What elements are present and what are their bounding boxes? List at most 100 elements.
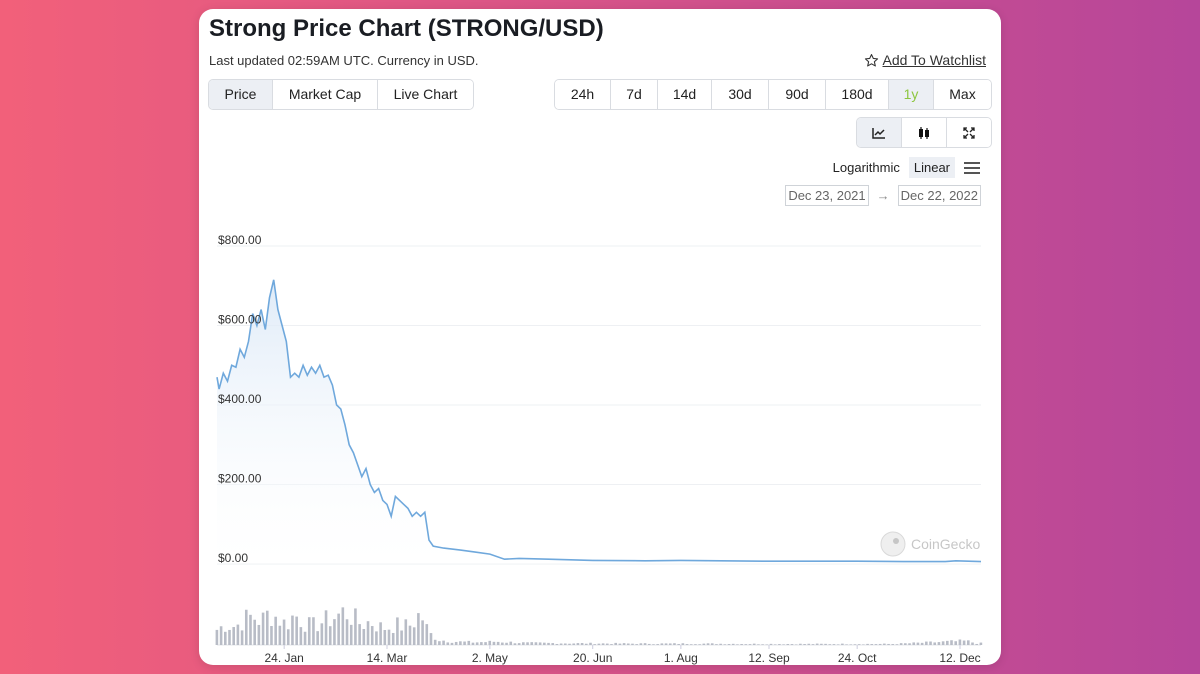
volume-bar xyxy=(883,643,886,645)
volume-bar xyxy=(656,644,659,645)
metric-tabs: Price Market Cap Live Chart xyxy=(208,79,474,110)
volume-bar xyxy=(668,643,672,645)
range-1y[interactable]: 1y xyxy=(889,80,934,109)
volume-bar xyxy=(328,626,332,645)
volume-bar xyxy=(832,644,836,645)
date-from-input[interactable]: Dec 23, 2021 xyxy=(785,185,869,206)
volume-bar xyxy=(471,642,475,645)
range-7d[interactable]: 7d xyxy=(611,80,658,109)
volume-bar xyxy=(400,630,403,645)
volume-bar xyxy=(815,643,819,645)
range-90d[interactable]: 90d xyxy=(769,80,826,109)
volume-bar xyxy=(782,644,785,645)
coingecko-logo-eye xyxy=(893,538,899,544)
tab-live-chart[interactable]: Live Chart xyxy=(378,80,473,109)
scale-logarithmic[interactable]: Logarithmic xyxy=(832,160,900,175)
volume-bar xyxy=(219,626,223,645)
volume-bar xyxy=(580,643,584,645)
volume-bar xyxy=(585,643,588,645)
volume-bar xyxy=(677,643,680,645)
volume-bar xyxy=(887,643,890,645)
volume-bar xyxy=(253,619,256,645)
volume-bar xyxy=(429,633,433,645)
volume-bar xyxy=(249,614,252,645)
star-icon xyxy=(864,53,878,66)
volume-bar xyxy=(412,627,416,645)
volume-bar xyxy=(862,644,865,645)
volume-bar xyxy=(387,629,391,645)
volume-bar xyxy=(778,644,781,645)
volume-bar xyxy=(946,640,949,645)
volume-bar xyxy=(597,643,601,645)
range-30d[interactable]: 30d xyxy=(712,80,769,109)
scale-linear[interactable]: Linear xyxy=(908,157,955,178)
volume-bar xyxy=(962,640,966,645)
volume-bar xyxy=(475,642,479,645)
volume-bar xyxy=(786,644,790,645)
volume-bar xyxy=(404,619,408,645)
scale-toggle: Logarithmic Linear xyxy=(824,157,981,178)
volume-bar xyxy=(391,632,395,645)
tab-price[interactable]: Price xyxy=(209,80,273,109)
volume-bar xyxy=(459,641,462,645)
volume-bar xyxy=(358,624,361,645)
volume-bar xyxy=(492,641,496,645)
volume-bar xyxy=(761,644,764,645)
date-range-picker: Dec 23, 2021 → Dec 22, 2022 xyxy=(785,185,981,206)
volume-bar xyxy=(215,629,219,645)
volume-bar xyxy=(270,626,273,645)
volume-bar xyxy=(824,643,827,645)
hamburger-menu-icon[interactable] xyxy=(963,161,981,175)
volume-bar xyxy=(710,643,714,645)
volume-bar xyxy=(240,630,244,645)
add-to-watchlist-link[interactable]: Add To Watchlist xyxy=(864,52,986,68)
volume-bar xyxy=(601,643,605,645)
line-chart-button[interactable] xyxy=(857,118,902,147)
range-max[interactable]: Max xyxy=(934,80,991,109)
range-24h[interactable]: 24h xyxy=(555,80,611,109)
volume-bar xyxy=(551,643,555,645)
volume-bar xyxy=(244,609,248,645)
volume-bar xyxy=(425,624,429,645)
volume-bar xyxy=(853,644,857,645)
volume-bar xyxy=(954,641,958,645)
x-tick-label: 1. Aug xyxy=(664,651,698,665)
volume-bar xyxy=(463,641,466,645)
volume-bar xyxy=(820,643,823,645)
candlestick-button[interactable] xyxy=(902,118,947,147)
range-180d[interactable]: 180d xyxy=(826,80,889,109)
volume-bar xyxy=(345,619,349,645)
volume-bar xyxy=(605,643,609,645)
volume-bar xyxy=(610,644,613,645)
volume-bar xyxy=(480,642,483,645)
volume-bar xyxy=(769,643,773,645)
range-14d[interactable]: 14d xyxy=(658,80,712,109)
volume-bar xyxy=(681,643,685,645)
fullscreen-button[interactable] xyxy=(947,118,991,147)
volume-bar xyxy=(790,644,794,645)
volume-bar xyxy=(849,644,853,645)
y-tick-label: $400.00 xyxy=(218,392,262,406)
volume-bar xyxy=(908,643,911,645)
volume-bar xyxy=(673,643,676,645)
volume-bar xyxy=(454,641,458,645)
volume-bar xyxy=(534,642,538,645)
volume-bar xyxy=(366,621,370,645)
volume-bar xyxy=(513,643,517,645)
volume-bar xyxy=(274,616,277,645)
price-line xyxy=(216,279,982,563)
volume-bar xyxy=(341,607,345,645)
x-tick-label: 14. Mar xyxy=(367,651,408,665)
volume-bar xyxy=(841,643,844,645)
volume-bar xyxy=(312,617,315,645)
volume-bar xyxy=(278,625,282,645)
volume-bar xyxy=(937,642,941,645)
volume-bar xyxy=(773,644,777,645)
volume-bar xyxy=(723,644,727,645)
date-to-input[interactable]: Dec 22, 2022 xyxy=(897,185,981,206)
volume-bar xyxy=(736,644,739,645)
volume-bar xyxy=(685,644,689,645)
tab-market-cap[interactable]: Market Cap xyxy=(273,80,378,109)
volume-bar xyxy=(748,644,752,645)
volume-bar xyxy=(698,644,701,645)
